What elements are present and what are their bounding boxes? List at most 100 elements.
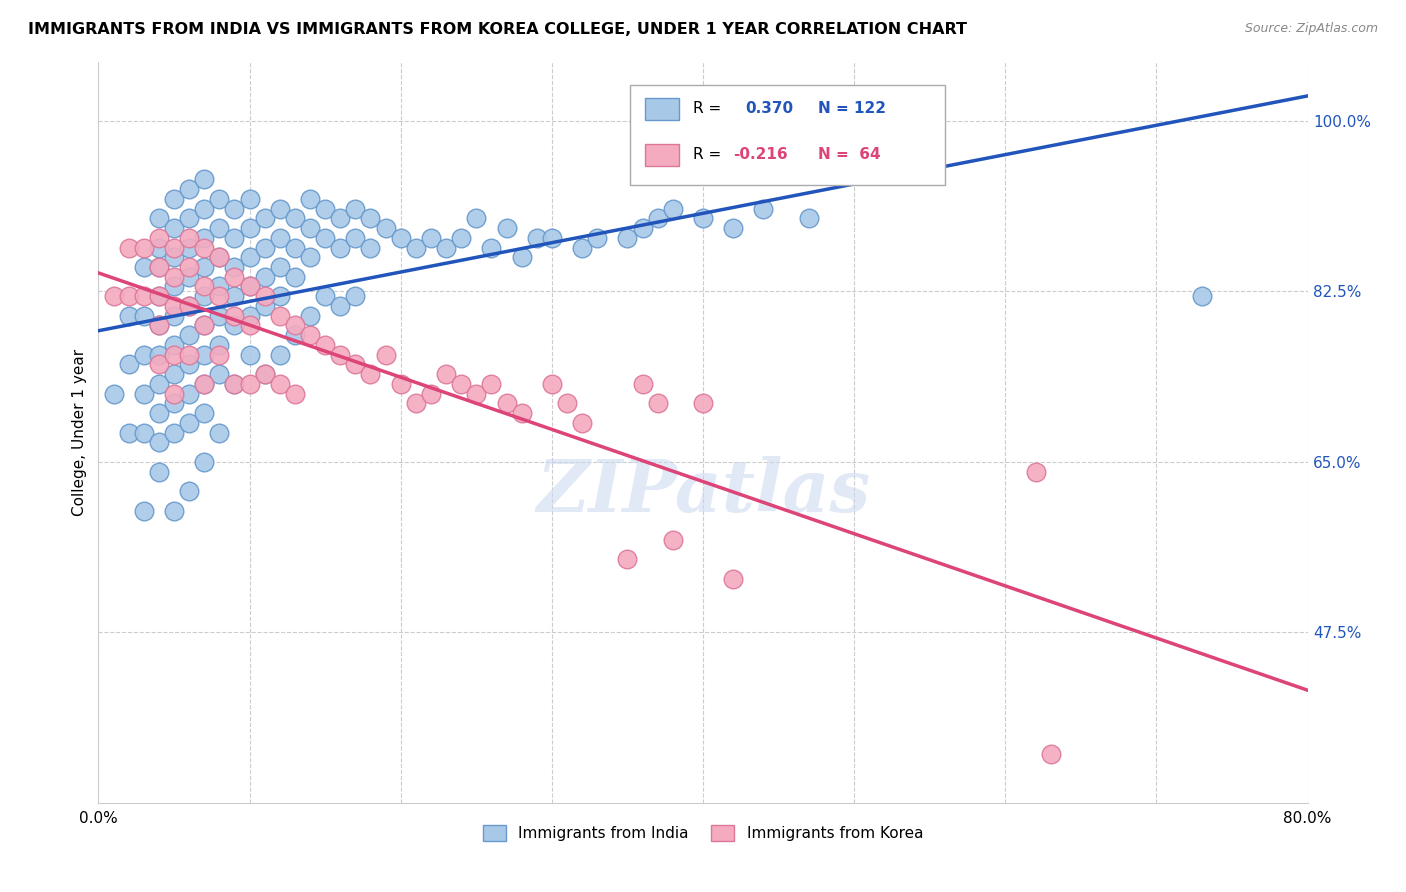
Point [148, 406, 170, 420]
Point [510, 406, 533, 420]
Point [510, 250, 533, 264]
Point [481, 376, 503, 391]
Point [616, 231, 638, 245]
Point [374, 348, 396, 362]
Point [208, 250, 231, 264]
Point [224, 309, 246, 323]
Point [148, 435, 170, 450]
Point [239, 279, 262, 293]
Point [253, 269, 276, 284]
Point [179, 269, 201, 284]
Point [208, 279, 231, 293]
Point [193, 240, 215, 255]
Point [284, 240, 307, 255]
Point [405, 396, 427, 410]
Point [284, 318, 307, 333]
Point [269, 202, 291, 216]
Point [723, 572, 745, 586]
Point [163, 396, 186, 410]
Point [239, 221, 262, 235]
Point [193, 376, 215, 391]
Point [224, 269, 246, 284]
Point [314, 231, 336, 245]
Point [179, 182, 201, 196]
Text: -0.216: -0.216 [734, 147, 787, 162]
Point [299, 221, 322, 235]
Point [465, 211, 488, 226]
Bar [645, 98, 679, 120]
Point [1024, 465, 1046, 479]
Point [118, 309, 141, 323]
Point [163, 503, 186, 517]
Point [692, 211, 714, 226]
Point [1191, 289, 1213, 303]
Text: 0.370: 0.370 [745, 101, 793, 116]
Point [420, 231, 443, 245]
Point [269, 376, 291, 391]
Point [360, 367, 382, 381]
Point [224, 231, 246, 245]
Point [148, 211, 170, 226]
Point [208, 367, 231, 381]
Point [253, 211, 276, 226]
Point [132, 425, 155, 440]
Text: ZIPatlas: ZIPatlas [536, 457, 870, 527]
Point [571, 240, 593, 255]
Point [239, 309, 262, 323]
Point [344, 202, 367, 216]
Point [208, 425, 231, 440]
Point [239, 250, 262, 264]
Point [647, 211, 669, 226]
Point [148, 465, 170, 479]
Point [179, 231, 201, 245]
Point [163, 309, 186, 323]
Point [647, 396, 669, 410]
Point [179, 211, 201, 226]
Point [208, 338, 231, 352]
Point [571, 416, 593, 430]
Point [224, 260, 246, 274]
Point [299, 309, 322, 323]
Point [208, 250, 231, 264]
Point [148, 231, 170, 245]
Point [329, 299, 352, 313]
Point [239, 376, 262, 391]
Point [179, 299, 201, 313]
Point [253, 240, 276, 255]
Point [179, 260, 201, 274]
Point [1039, 747, 1062, 761]
Point [360, 240, 382, 255]
Point [148, 358, 170, 372]
Point [661, 202, 683, 216]
Point [224, 318, 246, 333]
Point [148, 348, 170, 362]
Point [360, 211, 382, 226]
Point [179, 386, 201, 401]
Point [193, 279, 215, 293]
Point [179, 328, 201, 343]
Point [314, 338, 336, 352]
Point [103, 289, 125, 303]
Point [163, 269, 186, 284]
Point [284, 328, 307, 343]
Point [314, 289, 336, 303]
Point [179, 358, 201, 372]
Point [555, 396, 578, 410]
Point [481, 240, 503, 255]
Point [193, 231, 215, 245]
Point [224, 289, 246, 303]
Point [132, 348, 155, 362]
Point [132, 386, 155, 401]
Point [797, 211, 820, 226]
Point [163, 425, 186, 440]
Point [132, 309, 155, 323]
Text: N =  64: N = 64 [818, 147, 880, 162]
Point [193, 172, 215, 186]
Point [329, 240, 352, 255]
Point [239, 192, 262, 206]
Point [329, 211, 352, 226]
Point [163, 221, 186, 235]
Point [208, 309, 231, 323]
Point [163, 386, 186, 401]
Text: Source: ZipAtlas.com: Source: ZipAtlas.com [1244, 22, 1378, 36]
